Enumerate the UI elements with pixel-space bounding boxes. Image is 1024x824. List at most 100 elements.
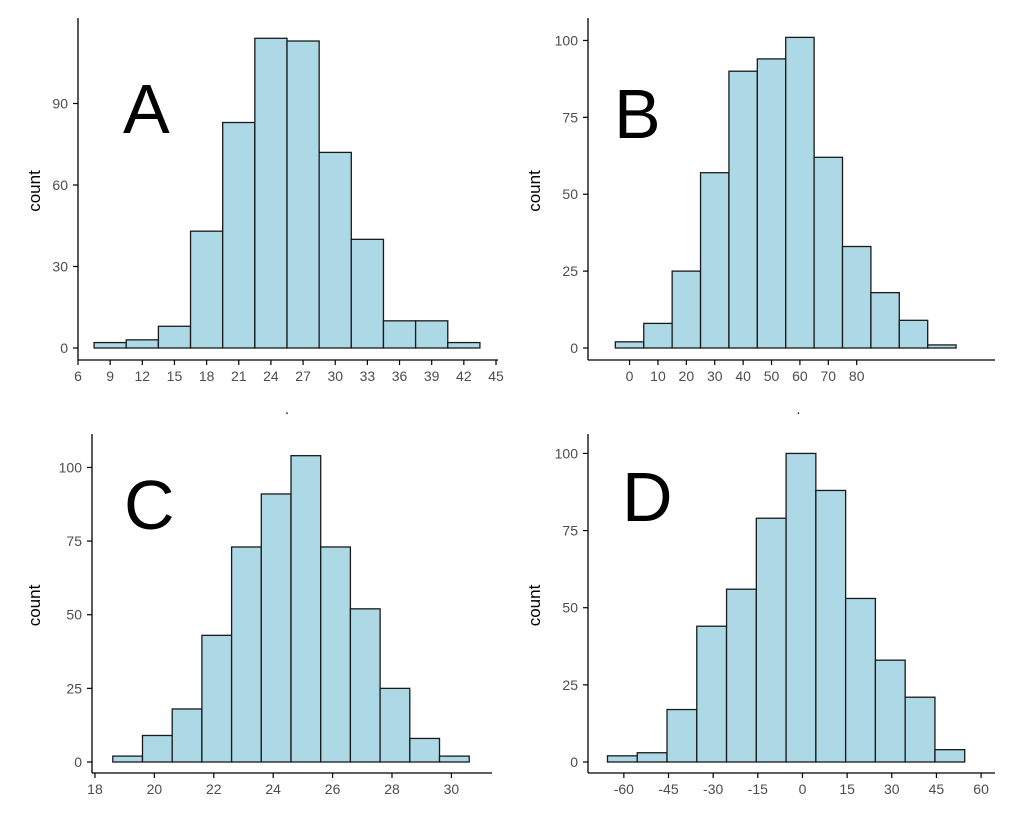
panel-label: C (124, 466, 175, 544)
x-tick-label: 40 (735, 368, 751, 384)
x-tick-label: 30 (884, 781, 900, 797)
bar (171, 708, 203, 763)
y-tick-label: 0 (74, 754, 82, 770)
x-tick-label: 9 (106, 368, 114, 384)
x-tick-label: 10 (650, 368, 666, 384)
x-tick-label: 30 (327, 368, 343, 384)
bar (874, 659, 906, 763)
panel-label: D (622, 458, 673, 536)
histogram-panel-c: 0 25 50 75 100 18 20 22 24 26 28 30 count C (25, 434, 492, 797)
x-tick-label: 39 (424, 368, 440, 384)
y-tick-label: 90 (52, 96, 68, 112)
bar (934, 749, 966, 763)
y-tick-label: 25 (562, 263, 578, 279)
y-tick-label: 100 (555, 32, 579, 48)
y-tick-label: 0 (60, 340, 68, 356)
x-tick-label: 20 (679, 368, 695, 384)
y-tick-label: 25 (66, 680, 82, 696)
bar (870, 291, 900, 349)
histogram-panel-d: 0 25 50 75 100 -60 -45 -30 -15 0 15 30 45 60 count D (525, 434, 995, 797)
bar (785, 452, 817, 763)
bar (898, 319, 929, 349)
y-tick-label: 100 (555, 445, 579, 461)
bar (222, 121, 256, 349)
x-tick-label: 60 (973, 781, 989, 797)
x-axis-title: . (285, 401, 289, 417)
bar (201, 634, 233, 763)
x-tick-label: 27 (295, 368, 311, 384)
bar (189, 230, 224, 349)
x-tick-label: 22 (206, 781, 222, 797)
x-tick-label: 36 (392, 368, 408, 384)
y-axis-title: count (25, 170, 44, 212)
x-tick-label: 45 (929, 781, 945, 797)
y-tick-label: 50 (562, 186, 578, 202)
bar (318, 151, 352, 349)
bar (414, 320, 449, 349)
bar (904, 696, 936, 763)
y-tick-label: 100 (59, 459, 83, 475)
panel-label: B (614, 75, 661, 153)
x-tick-label: 0 (799, 781, 807, 797)
y-tick-label: 0 (570, 754, 578, 770)
x-tick-label: 50 (764, 368, 780, 384)
x-tick-label: 42 (456, 368, 472, 384)
bar (93, 341, 127, 349)
bar (320, 546, 352, 763)
bar (125, 339, 160, 349)
bar (756, 58, 787, 349)
y-tick-label: 75 (562, 523, 578, 539)
bar (290, 455, 322, 763)
bar (755, 517, 787, 763)
bar (409, 737, 441, 763)
bar (815, 489, 847, 763)
x-tick-label: 12 (135, 368, 151, 384)
bar (141, 734, 173, 763)
x-axis-title: . (797, 401, 801, 417)
x-tick-label: 26 (325, 781, 341, 797)
y-tick-label: 25 (562, 677, 578, 693)
bar (666, 708, 698, 763)
bar (606, 755, 638, 763)
bar (349, 608, 381, 763)
y-tick-label: 75 (66, 533, 82, 549)
histogram-panel-a: 0 30 60 90 6 9 12 15 18 21 24 27 30 33 36 39 42 45 count. A (25, 18, 504, 417)
x-tick-label: 24 (263, 368, 279, 384)
bar (699, 172, 730, 349)
x-tick-label: -15 (748, 781, 768, 797)
x-tick-label: 20 (147, 781, 163, 797)
bar (927, 344, 957, 349)
x-tick-label: 28 (384, 781, 400, 797)
bar (286, 40, 320, 349)
panel-label: A (123, 70, 170, 148)
y-tick-label: 50 (66, 607, 82, 623)
bar (614, 341, 645, 349)
bar (447, 341, 481, 349)
x-tick-label: 45 (488, 368, 504, 384)
y-axis-title: count (525, 584, 544, 626)
bar (785, 36, 815, 349)
bar (157, 325, 192, 349)
x-tick-label: 0 (626, 368, 634, 384)
x-tick-label: 15 (839, 781, 855, 797)
bar (671, 270, 702, 349)
x-tick-label: 24 (265, 781, 281, 797)
bar (643, 322, 673, 349)
x-tick-label: -45 (658, 781, 678, 797)
bar (350, 238, 385, 349)
bar (844, 597, 877, 763)
x-tick-label: 30 (444, 781, 460, 797)
bar (382, 320, 417, 349)
x-tick-label: 21 (231, 368, 247, 384)
x-tick-label: 18 (87, 781, 103, 797)
bar (112, 755, 144, 763)
bar (254, 37, 288, 349)
bar (379, 687, 411, 763)
bar (696, 625, 728, 763)
y-tick-label: 60 (52, 177, 68, 193)
bar (260, 493, 292, 763)
bar (725, 588, 757, 763)
bar (813, 156, 844, 349)
y-tick-label: 75 (562, 109, 578, 125)
